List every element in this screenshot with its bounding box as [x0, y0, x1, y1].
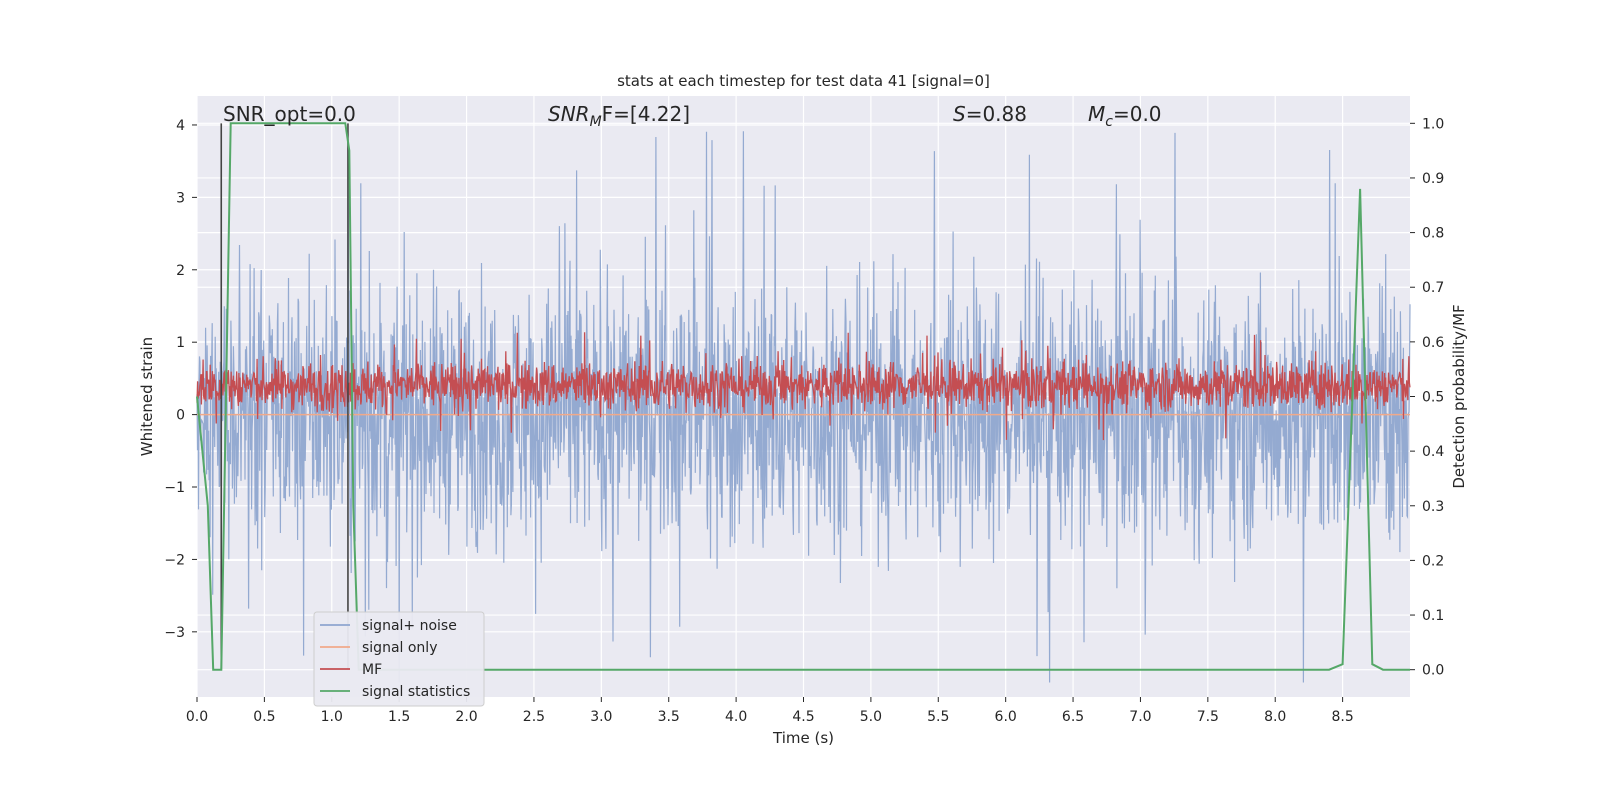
series-mf-line: [196, 332, 1411, 441]
annotation-mc-rest: =0.0: [1113, 102, 1162, 126]
y-tick-label-right: 0.6: [1422, 335, 1444, 351]
annotation-snr-mf-rest: F=[4.22]: [602, 102, 690, 126]
legend-entry-label: signal+ noise: [362, 618, 457, 634]
annotation-snr-mf-sub: M: [590, 114, 602, 130]
annotation-snr-mf-base: SNR: [548, 102, 590, 126]
legend: signal+ noise signal only MF signal statist…: [313, 611, 485, 707]
x-tick-label: 1.0: [321, 709, 343, 725]
x-tick-label: 8.5: [1331, 709, 1353, 725]
annotation-s-var: S: [953, 102, 966, 126]
y-tick-label-left: 4: [176, 118, 185, 134]
x-tick-label: 4.5: [792, 709, 814, 725]
y-tick-label-right: 0.9: [1422, 171, 1444, 187]
x-tick-label: 8.0: [1264, 709, 1286, 725]
y-tick-label-right: 0.7: [1422, 280, 1444, 296]
x-tick-label: 0.5: [253, 709, 275, 725]
legend-entry-label: signal only: [362, 640, 437, 656]
legend-entry-label: MF: [362, 662, 382, 678]
y-tick-label-right: 0.4: [1422, 444, 1444, 460]
x-tick-label: 6.5: [1062, 709, 1084, 725]
x-tick-label: 2.0: [455, 709, 477, 725]
chart-title: stats at each timestep for test data 41 …: [617, 72, 990, 90]
y-tick-label-right: 0.8: [1422, 226, 1444, 242]
y-tick-label-right: 0.0: [1422, 663, 1444, 679]
y-tick-label-right: 0.2: [1422, 553, 1444, 569]
x-tick-label: 4.0: [725, 709, 747, 725]
y-tick-label-left: −3: [164, 625, 185, 641]
annotation-mc-var: M: [1088, 102, 1105, 126]
annotation-mc-sub: c: [1105, 114, 1113, 130]
x-tick-label: 3.0: [590, 709, 612, 725]
x-tick-label: 5.5: [927, 709, 949, 725]
x-tick-label: 0.0: [186, 709, 208, 725]
y-tick-label-right: 1.0: [1422, 116, 1444, 132]
annotation-mc: Mc=0.0: [1088, 102, 1162, 130]
y-tick-label-right: 0.1: [1422, 608, 1444, 624]
y-tick-label-left: −2: [164, 552, 185, 568]
series-signal-statistics-line: [196, 122, 1410, 671]
y-tick-label-left: 1: [176, 335, 185, 351]
annotation-snr-mf: SNRMF=[4.22]: [548, 102, 690, 130]
y-tick-label-left: 0: [176, 408, 185, 424]
x-tick-label: 3.5: [658, 709, 680, 725]
x-tick-label: 1.5: [388, 709, 410, 725]
legend-entry-label: signal statistics: [362, 684, 470, 700]
y-tick-label-left: 2: [176, 263, 185, 279]
y-tick-label-left: 3: [176, 190, 185, 206]
x-tick-label: 7.0: [1129, 709, 1151, 725]
y-tick-label-left: −1: [164, 480, 185, 496]
annotation-s-rest: =0.88: [966, 102, 1027, 126]
annotation-s: S=0.88: [953, 102, 1027, 126]
x-tick-label: 5.0: [860, 709, 882, 725]
legend-box: [313, 611, 485, 707]
x-axis-label: Time (s): [772, 729, 834, 747]
x-tick-label: 2.5: [523, 709, 545, 725]
y-tick-label-right: 0.3: [1422, 499, 1444, 515]
y-tick-label-right: 0.5: [1422, 390, 1444, 406]
annotation-snr-opt: SNR_opt=0.0: [223, 102, 356, 126]
y-axis-label-right: Detection probability/MF: [1450, 304, 1468, 488]
x-tick-label: 6.0: [995, 709, 1017, 725]
y-axis-label-left: Whitened strain: [138, 337, 156, 456]
axis-layer: 0.0 0.5 1.0 1.5 2.0 2.5 3.0 3.5 4.0 4.5 5.0 5.5 6.0 6…: [164, 116, 1444, 725]
x-tick-label: 7.5: [1197, 709, 1219, 725]
